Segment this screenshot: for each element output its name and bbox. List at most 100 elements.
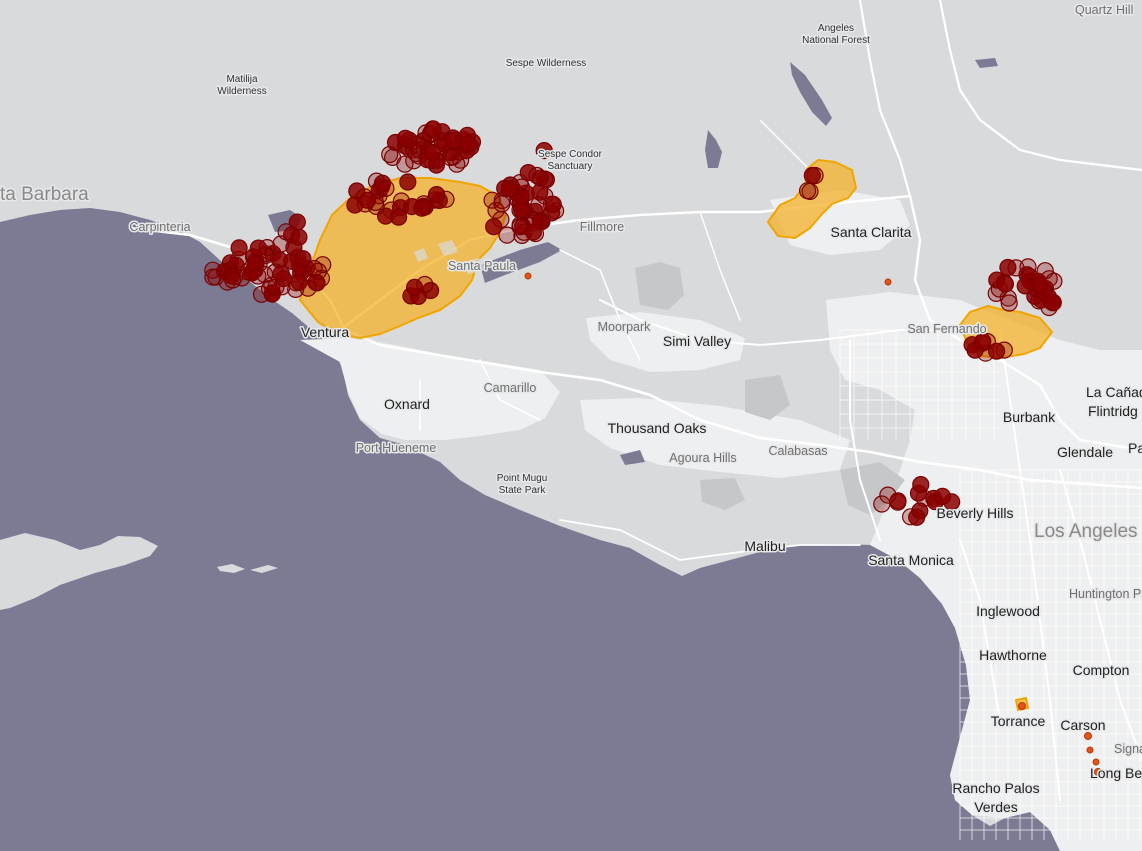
hotspot-marker [272, 265, 290, 283]
label-sespe-wilderness: Sespe Wilderness [506, 58, 587, 69]
label-san-fernando: San Fernando [907, 322, 986, 336]
label-beverly-hills: Beverly Hills [936, 505, 1013, 521]
label-santa-barbara: ta Barbara [0, 184, 89, 205]
hotspot-marker [249, 267, 267, 285]
hotspot-marker [249, 239, 267, 257]
hotspot-marker [413, 199, 431, 217]
label-quartz-hill: Quartz Hill [1075, 3, 1133, 17]
label-santa-paula: Santa Paula [448, 259, 516, 273]
label-ventura: Ventura [301, 324, 349, 340]
hotspot-marker [377, 179, 395, 197]
label-camarillo: Camarillo [484, 381, 537, 395]
hotspot-marker [204, 261, 222, 279]
hotspot-marker [483, 191, 501, 209]
hotspot-marker [224, 271, 242, 289]
terrain-patches [635, 262, 905, 515]
hotspot-marker [487, 201, 505, 219]
hotspot-marker [1030, 276, 1049, 294]
hotspot-marker [485, 218, 503, 236]
hotspot-marker [1030, 292, 1048, 310]
label-inglewood: Inglewood [976, 603, 1040, 619]
hotspot-marker [1007, 259, 1025, 277]
hotspot-cluster-ojai [277, 213, 308, 246]
hotspot-marker [974, 332, 992, 351]
hotspot-marker [535, 142, 553, 160]
label-rancho-palos-2: Verdes [974, 799, 1018, 815]
island-santa-cruz [0, 533, 158, 610]
label-thousand-oaks: Thousand Oaks [608, 420, 707, 436]
label-oxnard: Oxnard [384, 396, 430, 412]
label-santa-clarita: Santa Clarita [831, 224, 912, 240]
hotspot-marker [1045, 272, 1063, 290]
island-anacapa [217, 564, 245, 573]
label-port-hueneme: Port Hueneme [356, 441, 437, 455]
hotspot-marker [442, 148, 460, 167]
map-labels: Quartz Hill Angeles National Forest Sesp… [0, 2, 1142, 817]
label-burbank: Burbank [1003, 409, 1056, 425]
hotspot-marker [459, 135, 477, 153]
label-hawthorne: Hawthorne [979, 647, 1047, 663]
hotspot-marker [277, 223, 295, 241]
hotspot-cluster-creek [987, 258, 1063, 317]
hotspot-marker [889, 492, 907, 510]
label-signal: Signa [1114, 742, 1142, 756]
hotspot-marker [424, 120, 442, 138]
hotspot-marker [299, 279, 317, 297]
hotspot-layer [204, 120, 1063, 526]
hotspot-marker [381, 145, 399, 164]
label-la-canada-1: La Cañad [1086, 384, 1142, 400]
hotspot-marker [544, 195, 562, 213]
hotspot-marker [204, 268, 222, 286]
hotspot-marker [908, 508, 926, 526]
hotspot-marker [416, 275, 434, 294]
hotspot-marker [912, 476, 930, 494]
hotspot-cluster-rye [798, 166, 824, 200]
label-la-canada-2: Flintridg [1088, 403, 1138, 419]
hotspot-marker [390, 208, 408, 226]
hotspot-cluster-thomas-west [204, 235, 332, 303]
hotspot-marker [498, 226, 516, 244]
hotspot-marker [444, 131, 463, 149]
hotspot-marker [803, 166, 821, 185]
label-malibu: Malibu [744, 538, 785, 554]
label-angeles-nf-2: National Forest [802, 35, 870, 46]
label-torrance: Torrance [991, 713, 1046, 729]
label-rancho-palos-1: Rancho Palos [952, 780, 1039, 796]
label-carson: Carson [1060, 717, 1105, 733]
label-calabasas: Calabasas [768, 444, 827, 458]
hotspot-marker [399, 173, 417, 191]
island-anacapa-e [250, 565, 278, 573]
hotspot-cluster-thomas-east [483, 174, 565, 244]
label-santa-monica: Santa Monica [868, 552, 954, 568]
hotspot-marker [359, 191, 377, 209]
label-los-angeles: Los Angeles [1034, 521, 1138, 542]
hotspot-marker [933, 487, 952, 505]
label-carpinteria: Carpinteria [129, 220, 190, 234]
hotspot-marker [798, 182, 817, 200]
hotspot-marker [1016, 277, 1034, 295]
label-sespe-condor-2: Sanctuary [547, 161, 592, 172]
label-long-beach: Long Be [1090, 765, 1142, 781]
hotspot-marker [996, 275, 1015, 293]
hotspot-marker [511, 218, 529, 236]
hotspot-marker [500, 180, 518, 198]
hotspot-marker [1000, 294, 1018, 312]
hotspot-marker [1044, 294, 1062, 312]
hotspot-marker [290, 273, 308, 291]
hotspot-cluster-creek-south [963, 332, 1013, 362]
label-simi-valley: Simi Valley [663, 333, 731, 349]
hotspot-marker [879, 486, 897, 504]
label-moorpark: Moorpark [598, 320, 652, 334]
hotspot-marker [428, 186, 446, 204]
hotspot-marker [305, 260, 323, 278]
hotspot-marker [528, 166, 546, 185]
hotspot-marker [987, 342, 1006, 360]
label-fillmore: Fillmore [580, 220, 624, 234]
hotspot-cluster-thomas-central [346, 172, 455, 226]
hotspot-marker [294, 250, 312, 268]
label-point-mugu-1: Point Mugu [497, 473, 548, 484]
label-compton: Compton [1073, 662, 1130, 678]
label-pa: Pa [1128, 440, 1142, 456]
